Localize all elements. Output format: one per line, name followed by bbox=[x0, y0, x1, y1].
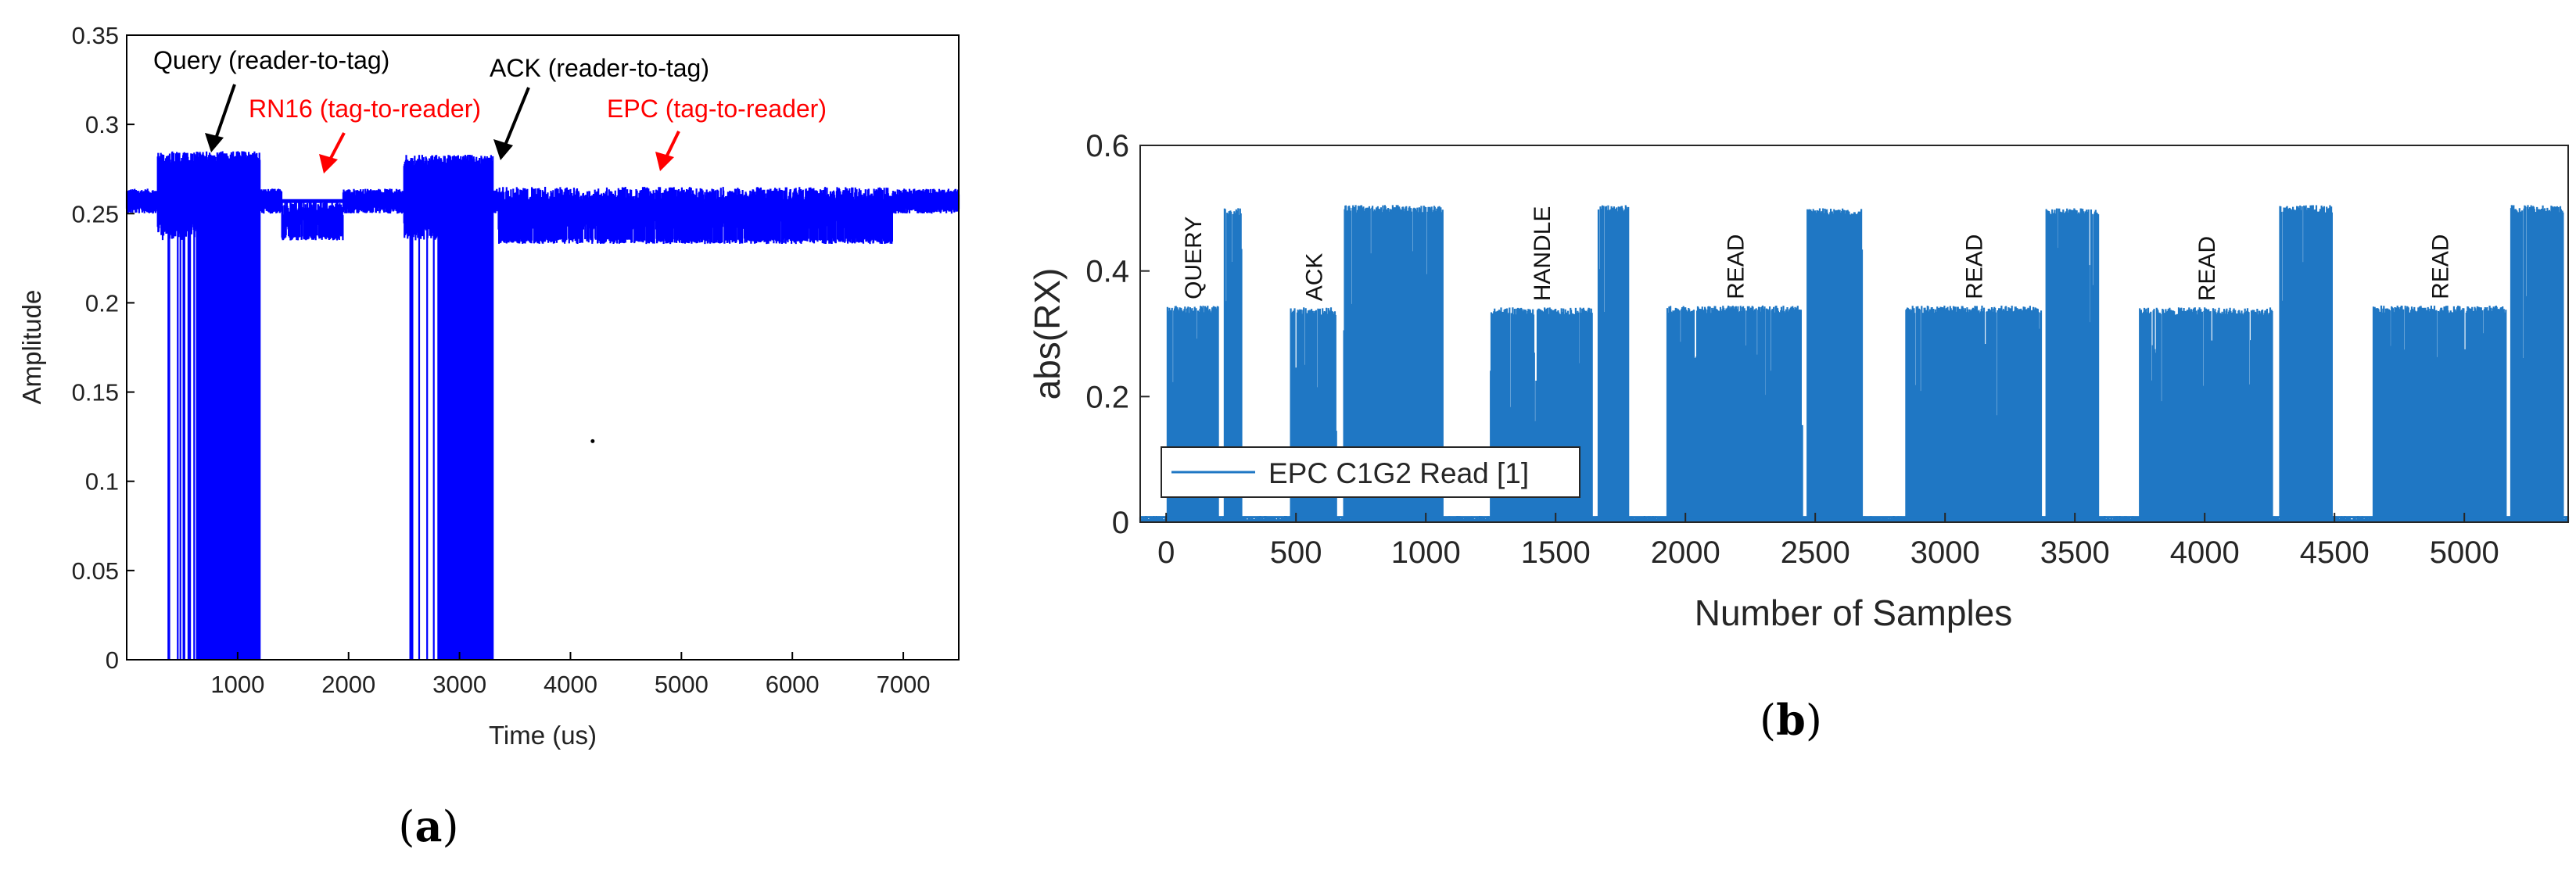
panel-b-x-tick-label: 4000 bbox=[2170, 535, 2240, 570]
panel-a: 1000 2000 3000 4000 5000 6000 7000 0 0.05 0.1 0.1… bbox=[17, 22, 960, 750]
panel-a-x-tick-label: 6000 bbox=[766, 671, 820, 698]
burst-label-query: QUERY bbox=[1181, 217, 1207, 299]
panel-a-y-tick-label: 0.15 bbox=[72, 379, 119, 406]
burst-label-handle: HANDLE bbox=[1530, 206, 1555, 302]
panel-b-x-tick-label: 2500 bbox=[1781, 535, 1850, 570]
panel-a-x-tick-label: 7000 bbox=[877, 671, 931, 698]
panel-b-x-tick-label: 2000 bbox=[1651, 535, 1720, 570]
panel-b-y-tick-label: 0.2 bbox=[1085, 380, 1129, 414]
panel-b-x-tick-label: 0 bbox=[1157, 535, 1175, 570]
panel-a-y-tick-label: 0 bbox=[106, 646, 119, 674]
panel-a-x-tick-label: 3000 bbox=[432, 671, 486, 698]
annotation-query-arrow bbox=[205, 84, 236, 152]
panel-a-x-ticks: 1000 2000 3000 4000 5000 6000 7000 bbox=[210, 652, 931, 698]
annotation-epc-arrow bbox=[655, 131, 680, 171]
burst-label-ack: ACK bbox=[1302, 253, 1328, 302]
panel-b-y-tick-label: 0.4 bbox=[1085, 255, 1129, 289]
panel-a-signal bbox=[125, 151, 960, 660]
annotation-query: Query (reader-to-tag) bbox=[153, 46, 389, 74]
panel-a-x-tick-label: 2000 bbox=[321, 671, 375, 698]
panel-a-stray-point bbox=[590, 439, 595, 443]
panel-b-burst-labels: QUERY ACK HANDLE READ READ READ READ bbox=[1181, 206, 2454, 302]
panel-b-x-tick-label: 5000 bbox=[2430, 535, 2499, 570]
panel-b-y-tick-label: 0 bbox=[1112, 506, 1129, 540]
panel-b-caption: (b) bbox=[1760, 695, 1822, 745]
burst-label-read: READ bbox=[2194, 236, 2220, 301]
panel-b-y-ticks: 0 0.2 0.4 0.6 bbox=[1085, 129, 1150, 540]
panel-a-y-axis-label: Amplitude bbox=[17, 290, 46, 405]
panel-a-y-tick-label: 0.05 bbox=[72, 557, 119, 585]
burst-label-read: READ bbox=[1962, 235, 1988, 299]
panel-b-legend: EPC C1G2 Read [1] bbox=[1161, 446, 1580, 498]
panel-b-x-tick-label: 1000 bbox=[1391, 535, 1461, 570]
panel-b-signal bbox=[1139, 205, 2570, 522]
panel-b-y-axis-label: abs(RX) bbox=[1027, 268, 1067, 400]
panel-a-y-tick-label: 0.25 bbox=[72, 200, 119, 227]
panel-b-y-tick-label: 0.6 bbox=[1085, 129, 1129, 163]
panel-a-x-tick-label: 1000 bbox=[210, 671, 264, 698]
panel-b-x-tick-label: 3000 bbox=[1910, 535, 1980, 570]
panel-a-annotations: Query (reader-to-tag) RN16 (tag-to-reade… bbox=[153, 46, 827, 174]
panel-a-y-tick-label: 0.3 bbox=[85, 111, 119, 138]
annotation-rn16: RN16 (tag-to-reader) bbox=[249, 95, 481, 123]
panel-b-x-tick-label: 3500 bbox=[2040, 535, 2110, 570]
panel-a-signal-trace bbox=[125, 151, 960, 660]
panel-b-caption-letter: b bbox=[1776, 695, 1806, 745]
panel-b-x-ticks: 0 500 1000 1500 2000 2500 3000 3500 4000 4500 5000 bbox=[1157, 513, 2499, 570]
panel-a-x-axis-label: Time (us) bbox=[489, 721, 597, 750]
annotation-ack-arrow bbox=[493, 87, 530, 160]
annotation-epc: EPC (tag-to-reader) bbox=[607, 95, 827, 123]
legend-label: EPC C1G2 Read [1] bbox=[1268, 457, 1529, 489]
panel-a-y-tick-label: 0.2 bbox=[85, 289, 119, 317]
panel-a-x-tick-label: 4000 bbox=[544, 671, 597, 698]
burst-label-read: READ bbox=[2428, 235, 2454, 299]
annotation-rn16-arrow bbox=[319, 132, 346, 174]
panel-a-y-tick-label: 0.1 bbox=[85, 468, 119, 496]
burst-label-read: READ bbox=[1723, 235, 1749, 299]
panel-a-y-tick-label: 0.35 bbox=[72, 22, 119, 49]
panel-a-caption: (a) bbox=[398, 801, 458, 851]
panel-b: 0 500 1000 1500 2000 2500 3000 3500 4000 4500 5000… bbox=[1027, 129, 2570, 633]
panel-a-caption-letter: a bbox=[415, 801, 443, 851]
panel-b-x-tick-label: 1500 bbox=[1521, 535, 1591, 570]
panel-b-axes-frame bbox=[1139, 145, 2569, 523]
annotation-ack: ACK (reader-to-tag) bbox=[490, 54, 709, 82]
panel-b-x-tick-label: 500 bbox=[1270, 535, 1322, 570]
panel-a-x-tick-label: 5000 bbox=[655, 671, 709, 698]
panel-a-y-ticks: 0 0.05 0.1 0.15 0.2 0.25 0.3 0.35 bbox=[72, 22, 135, 674]
panel-b-x-tick-label: 4500 bbox=[2300, 535, 2370, 570]
panel-a-axes-frame bbox=[126, 34, 960, 661]
panel-b-x-axis-label: Number of Samples bbox=[1695, 593, 2013, 633]
